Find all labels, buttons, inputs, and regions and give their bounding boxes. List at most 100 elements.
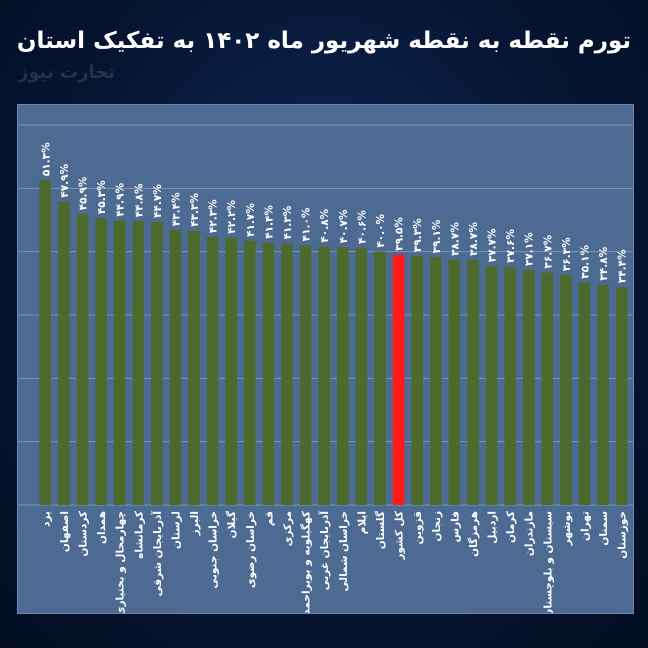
category-label: کهگیلویه و بویراحمد bbox=[300, 510, 313, 613]
bar bbox=[206, 237, 219, 505]
category-label: چهارمحال و بختیاری bbox=[115, 511, 127, 613]
category-label: گلستان bbox=[374, 510, 387, 549]
data-label: ۴۵.۳% bbox=[96, 180, 108, 214]
data-label: ۴۱.۷% bbox=[245, 203, 257, 237]
category-label: کردستان bbox=[77, 510, 89, 556]
data-label: ۳۸.۷% bbox=[449, 222, 461, 256]
data-label: ۴۴.۷% bbox=[152, 184, 164, 218]
category-label: سمنان bbox=[598, 511, 610, 546]
bar bbox=[39, 180, 52, 505]
bar bbox=[560, 275, 572, 505]
bar bbox=[188, 230, 200, 505]
data-label: ۴۰.۶% bbox=[356, 210, 368, 244]
bar-chart: ۵۱.۳% یزد ۴۷.۹% اصفهان ۴۵.۹% کردستان ۴۵.۳% همدا… bbox=[18, 124, 633, 613]
bar bbox=[318, 246, 330, 505]
category-label: البرز bbox=[189, 511, 201, 536]
category-label: هرمزگان bbox=[467, 511, 480, 557]
data-label: ۴۵.۹% bbox=[77, 176, 89, 210]
category-label: قم bbox=[263, 511, 275, 526]
data-label: ۴۷.۹% bbox=[59, 163, 71, 197]
data-label: ۴۱.۰% bbox=[301, 207, 313, 241]
data-label: ۴۴.۸% bbox=[133, 183, 145, 217]
category-label: گیلان bbox=[225, 510, 238, 538]
highlight-bar bbox=[392, 254, 405, 505]
bar bbox=[113, 220, 126, 505]
data-label: ۳۴.۸% bbox=[598, 246, 610, 280]
data-label: ۳۵.۱% bbox=[580, 244, 592, 278]
bar bbox=[541, 272, 554, 505]
category-label: آذربایجان شرقی bbox=[151, 511, 164, 597]
category-label: خوزستان bbox=[617, 511, 629, 559]
data-label: ۴۱.۳% bbox=[282, 205, 294, 239]
data-label: ۴۰.۰% bbox=[375, 213, 387, 247]
bar bbox=[448, 259, 461, 505]
bar bbox=[299, 245, 312, 506]
bar bbox=[411, 256, 423, 505]
data-label: ۳۷.۷% bbox=[487, 228, 499, 262]
category-label: بوشهر bbox=[561, 511, 573, 546]
data-label: ۴۰.۷% bbox=[338, 209, 350, 243]
chart-panel: ۵۱.۳% یزد ۴۷.۹% اصفهان ۴۵.۹% کردستان ۴۵.۳% همدا… bbox=[17, 104, 634, 614]
bar bbox=[504, 266, 516, 505]
data-label: ۴۴.۹% bbox=[115, 182, 127, 216]
bar bbox=[169, 230, 182, 505]
bar bbox=[262, 242, 275, 506]
category-label: قزوین bbox=[412, 511, 424, 544]
bar bbox=[467, 259, 479, 505]
category-label: لرستان bbox=[170, 511, 182, 549]
bar bbox=[76, 214, 89, 506]
category-label: خراسان شمالی bbox=[338, 511, 350, 591]
category-label: زنجان bbox=[431, 511, 443, 541]
category-label: کرمان bbox=[505, 510, 517, 543]
data-label: ۵۱.۳% bbox=[40, 142, 52, 176]
data-label: ۴۳.۴% bbox=[170, 192, 182, 226]
category-label: همدان bbox=[96, 511, 108, 544]
data-label: ۴۳.۳% bbox=[189, 193, 201, 227]
bar bbox=[132, 221, 145, 505]
bar bbox=[485, 266, 498, 505]
bar bbox=[522, 270, 535, 505]
bar bbox=[225, 237, 237, 505]
bar bbox=[355, 247, 368, 505]
category-label: سیستان و بلوچستان bbox=[542, 511, 554, 613]
data-label: ۴۱.۴% bbox=[263, 205, 275, 239]
data-label: ۴۰.۸% bbox=[319, 208, 331, 242]
bar bbox=[95, 218, 107, 505]
category-label: مازندران bbox=[524, 511, 536, 556]
category-label: اردبیل bbox=[487, 511, 499, 544]
data-label: ۳۷.۶% bbox=[505, 229, 517, 263]
category-label: تهران bbox=[580, 511, 592, 541]
chart-title: تورم نقطه به نقطه شهریور ماه ۱۴۰۲ به تفک… bbox=[16, 28, 632, 54]
category-label: یزد bbox=[40, 511, 52, 527]
data-label: ۳۶.۷% bbox=[542, 234, 554, 268]
bar bbox=[337, 247, 349, 505]
category-label: فارس bbox=[449, 511, 461, 542]
bar bbox=[430, 257, 442, 505]
data-label: ۳۹.۵% bbox=[394, 217, 406, 251]
data-label: ۳۷.۱% bbox=[524, 232, 536, 266]
watermark-logo: تجارت نیوز bbox=[18, 62, 115, 83]
bar bbox=[281, 243, 293, 505]
category-label: کرمانشاه bbox=[133, 510, 145, 559]
category-label: ایلام bbox=[356, 511, 368, 534]
bar bbox=[151, 221, 163, 505]
data-label: ۴۲.۲% bbox=[226, 200, 238, 234]
bar bbox=[244, 240, 256, 505]
category-label: اصفهان bbox=[59, 511, 71, 552]
category-label: خراسان جنوبی bbox=[208, 511, 220, 589]
data-label: ۳۴.۴% bbox=[617, 249, 629, 283]
data-label: ۳۹.۳% bbox=[412, 218, 424, 252]
data-label: ۳۶.۳% bbox=[561, 237, 573, 271]
bar bbox=[58, 201, 70, 505]
category-label: خراسان رضوی bbox=[245, 511, 257, 588]
data-label: ۴۲.۳% bbox=[208, 199, 220, 233]
category-label: آذربایجان غربی bbox=[318, 511, 331, 591]
data-label: ۳۹.۱% bbox=[431, 219, 443, 253]
data-label: ۳۸.۷% bbox=[468, 222, 480, 256]
category-label: مرکزی bbox=[282, 511, 294, 546]
bar bbox=[615, 287, 628, 505]
bar bbox=[374, 251, 386, 505]
bar bbox=[578, 282, 591, 505]
bar bbox=[597, 284, 609, 505]
category-label: کل کشور bbox=[394, 510, 406, 560]
